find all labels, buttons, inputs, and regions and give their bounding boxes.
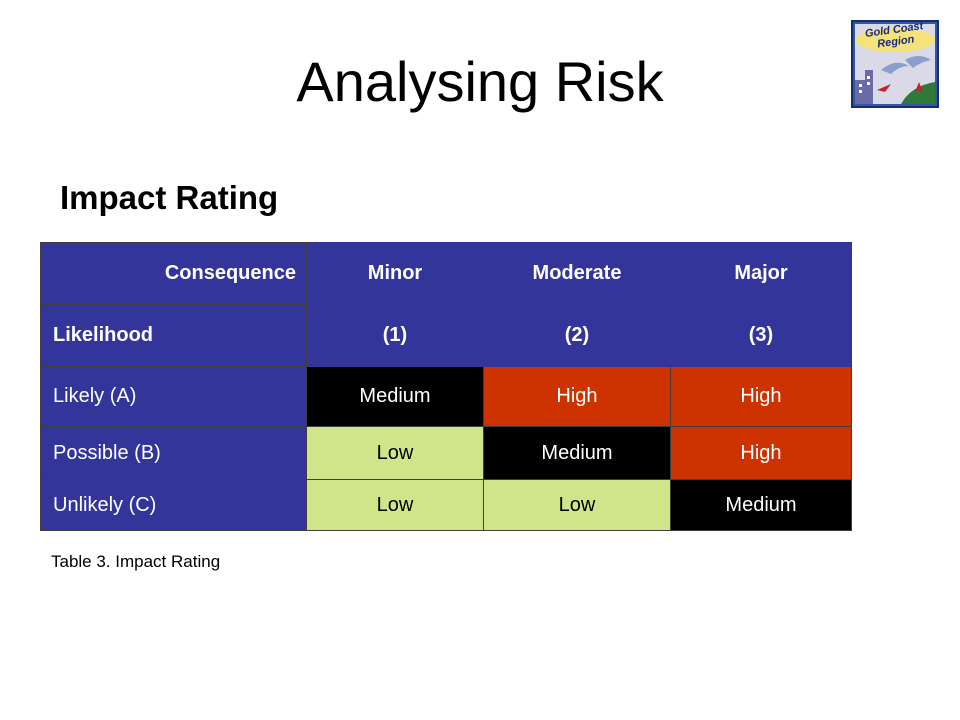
table-row: Unlikely (C) Low Low Medium bbox=[40, 479, 852, 531]
row-label-possible: Possible (B) bbox=[40, 426, 307, 480]
table-caption: Table 3. Impact Rating bbox=[51, 552, 221, 571]
rating-cell: High bbox=[670, 426, 852, 480]
rating-cell: High bbox=[483, 366, 671, 427]
slide-title: Analysing Risk bbox=[296, 50, 664, 113]
header-row-names: Consequence Minor Moderate Major bbox=[40, 242, 852, 305]
rating-cell: High bbox=[670, 366, 852, 427]
consequence-label: Consequence bbox=[40, 242, 307, 305]
column-header-major: Major bbox=[670, 242, 852, 305]
header-row-codes: Likelihood (1) (2) (3) bbox=[40, 304, 852, 367]
gold-coast-region-logo: Gold Coast Region bbox=[851, 20, 939, 108]
row-label-likely: Likely (A) bbox=[40, 366, 307, 427]
rating-cell: Medium bbox=[306, 366, 484, 427]
column-code-major: (3) bbox=[670, 304, 852, 367]
row-label-unlikely: Unlikely (C) bbox=[40, 479, 307, 531]
column-header-minor: Minor bbox=[306, 242, 484, 305]
rating-cell: Medium bbox=[483, 426, 671, 480]
rating-cell: Low bbox=[306, 426, 484, 480]
rating-cell: Medium bbox=[670, 479, 852, 531]
rating-cell: Low bbox=[306, 479, 484, 531]
likelihood-label: Likelihood bbox=[40, 304, 307, 367]
table-row: Possible (B) Low Medium High bbox=[40, 426, 852, 480]
impact-rating-table: Consequence Minor Moderate Major Likelih… bbox=[40, 242, 852, 531]
logo-graphic bbox=[851, 20, 939, 108]
column-code-moderate: (2) bbox=[483, 304, 671, 367]
section-heading: Impact Rating bbox=[60, 179, 279, 216]
column-code-minor: (1) bbox=[306, 304, 484, 367]
column-header-moderate: Moderate bbox=[483, 242, 671, 305]
rating-cell: Low bbox=[483, 479, 671, 531]
table-row: Likely (A) Medium High High bbox=[40, 366, 852, 427]
